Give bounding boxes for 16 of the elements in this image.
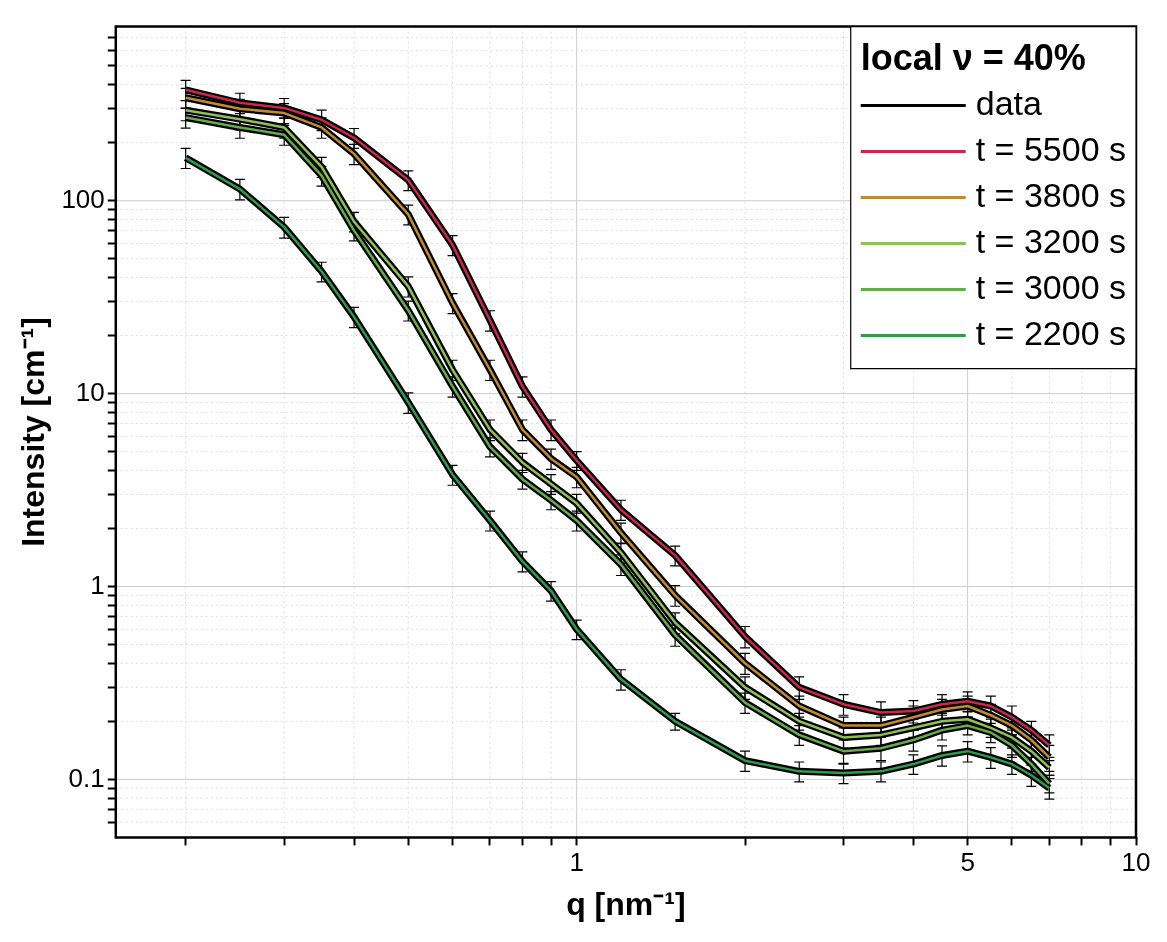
legend-label: t = 2200 s bbox=[975, 313, 1126, 352]
legend-label: t = 3800 s bbox=[975, 175, 1126, 214]
x-tick-label: 5 bbox=[960, 847, 975, 878]
legend-label: t = 3000 s bbox=[975, 267, 1126, 306]
y-axis-title: Intensity [cm⁻¹] bbox=[15, 317, 52, 547]
legend-title: local ν = 40% bbox=[860, 36, 1086, 78]
x-axis-title: q [nm⁻¹] bbox=[566, 885, 686, 922]
x-tick-label: 10 bbox=[1121, 847, 1151, 878]
legend-label: t = 3200 s bbox=[975, 221, 1126, 260]
y-tick-label: 0.1 bbox=[68, 762, 105, 793]
legend-label: data bbox=[975, 83, 1042, 122]
x-tick-label: 1 bbox=[569, 847, 584, 878]
y-tick-label: 1 bbox=[90, 569, 105, 600]
y-tick-label: 100 bbox=[61, 183, 105, 214]
y-tick-label: 10 bbox=[75, 376, 105, 407]
legend-label: t = 5500 s bbox=[975, 129, 1126, 168]
